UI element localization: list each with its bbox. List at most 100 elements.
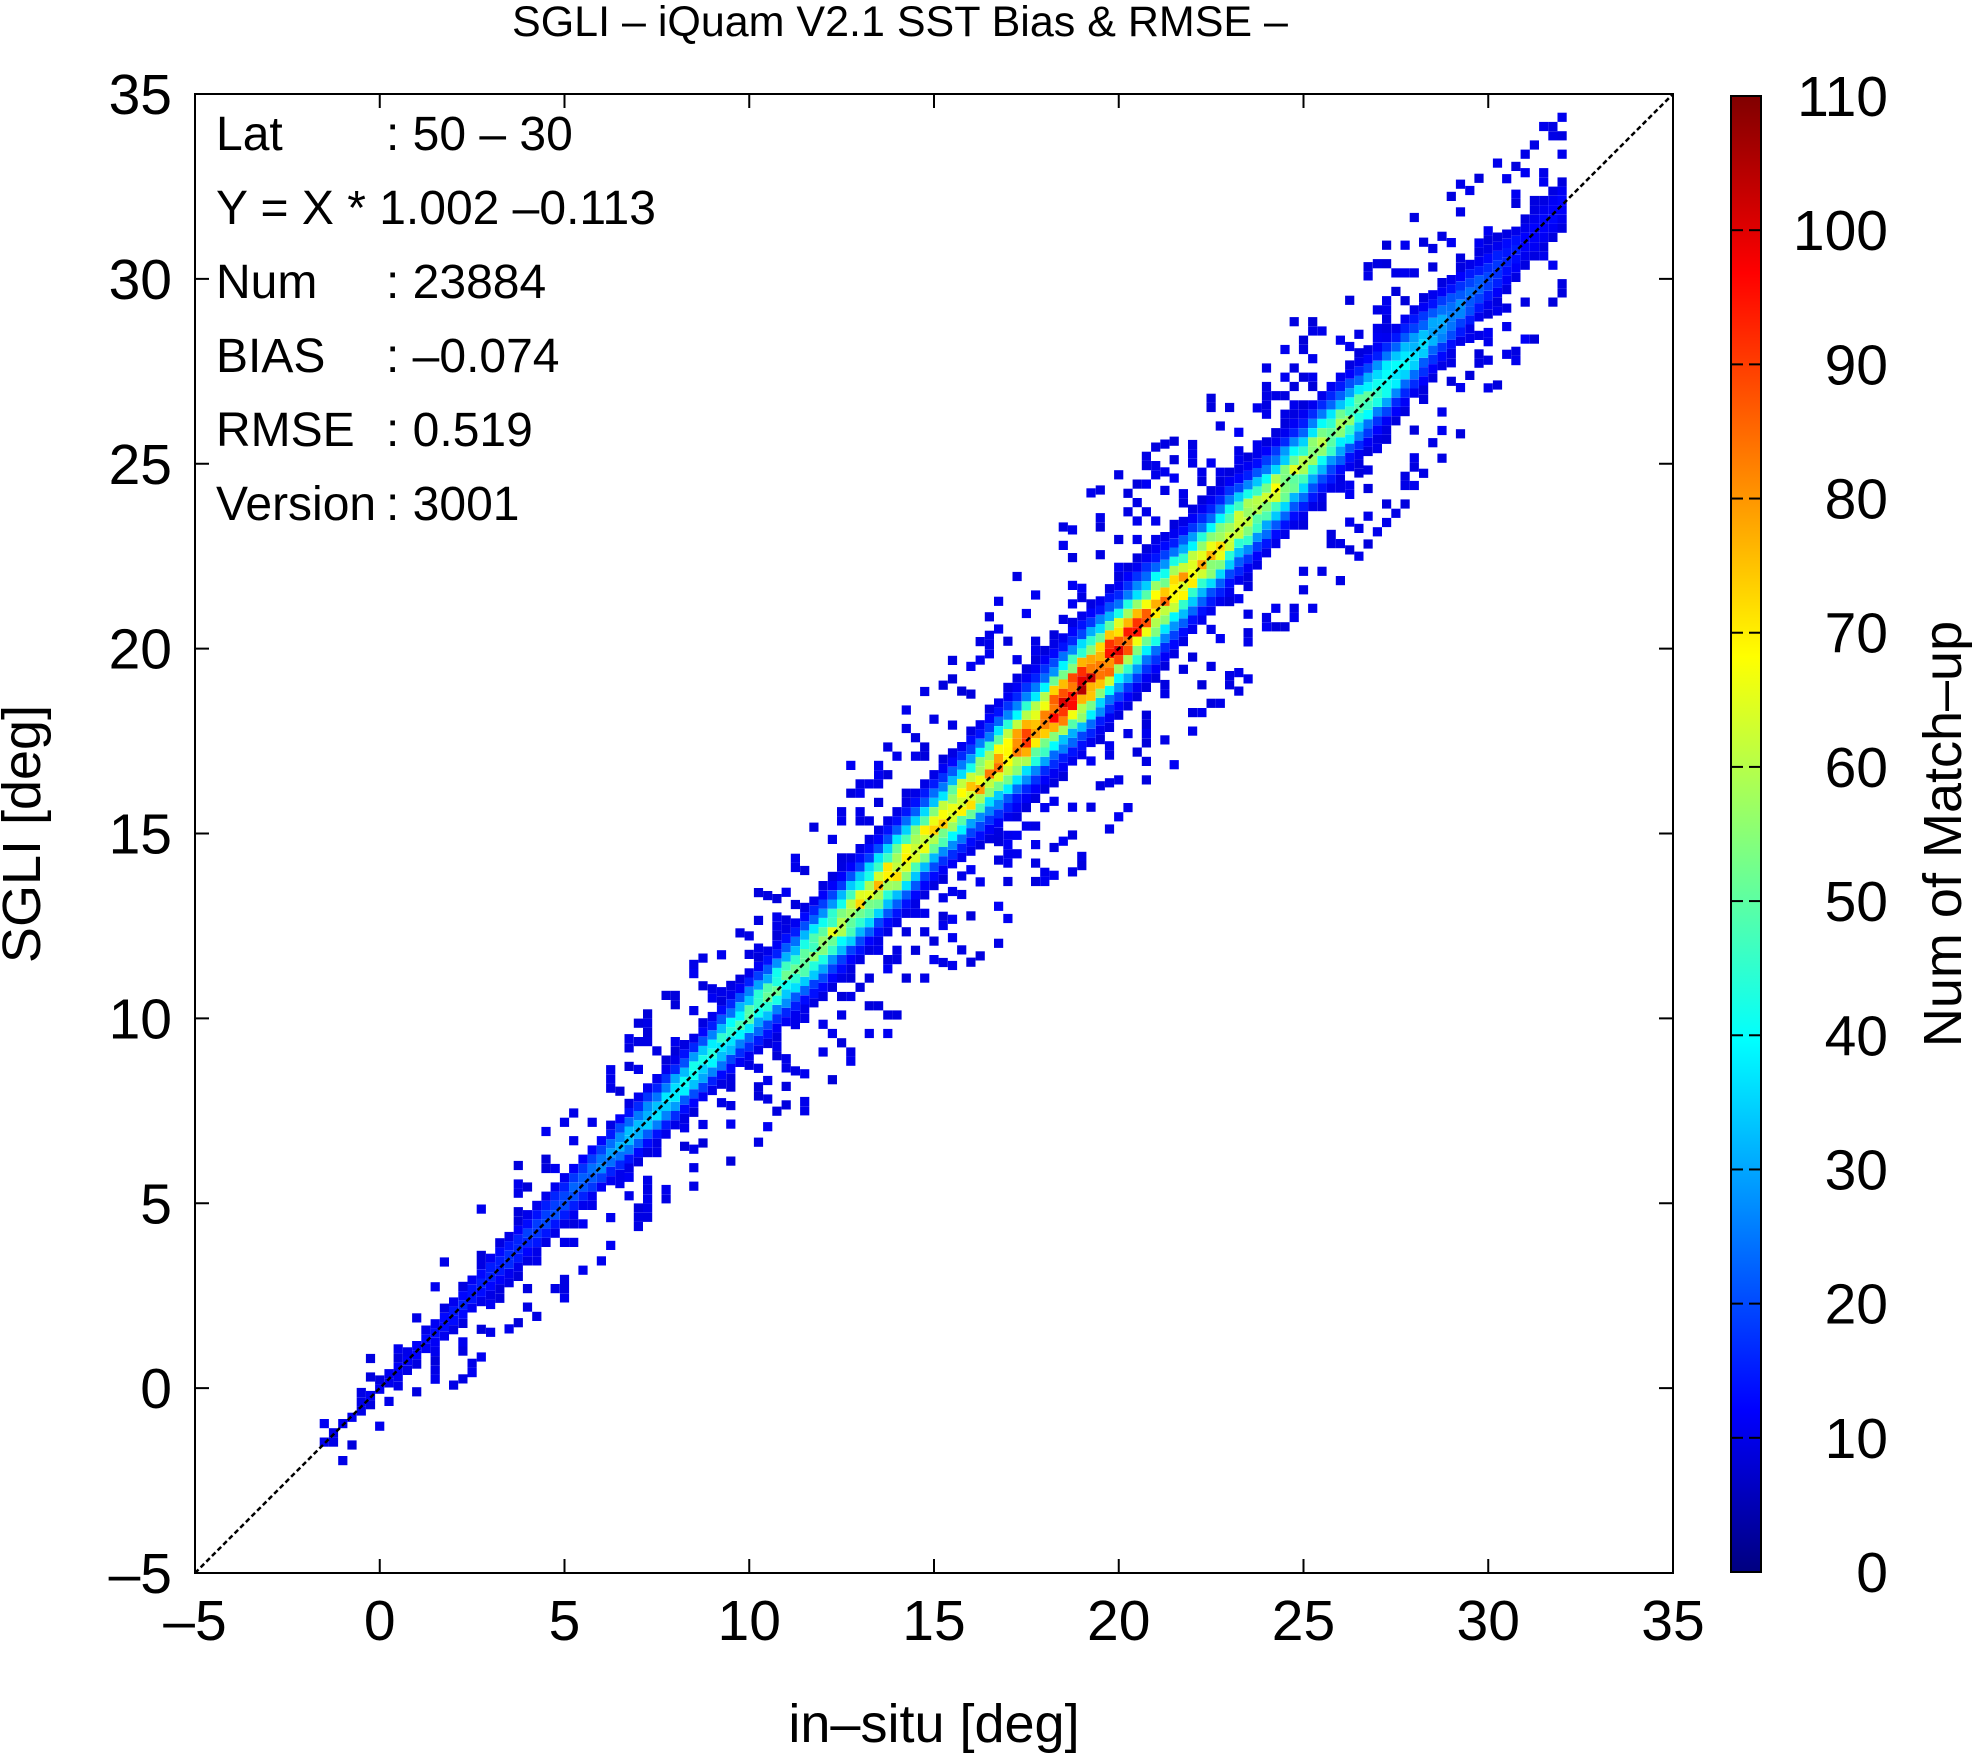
heatmap-cell xyxy=(1548,214,1558,224)
heatmap-cell xyxy=(661,1101,671,1111)
heatmap-cell xyxy=(716,1051,727,1061)
heatmap-cell xyxy=(1261,381,1272,392)
heatmap-cell xyxy=(1114,534,1124,545)
heatmap-cell xyxy=(569,1173,579,1183)
heatmap-cell xyxy=(680,1114,690,1124)
heatmap-cell xyxy=(1206,486,1216,496)
heatmap-cell xyxy=(975,831,985,841)
heatmap-cell xyxy=(809,942,819,952)
heatmap-cell xyxy=(1409,333,1419,343)
heatmap-cell xyxy=(1492,269,1503,279)
heatmap-cell xyxy=(781,943,791,953)
heatmap-cell xyxy=(1012,738,1022,748)
heatmap-cell xyxy=(532,1219,542,1229)
heatmap-cell xyxy=(1437,453,1447,463)
heatmap-cell xyxy=(1492,260,1503,270)
heatmap-cell xyxy=(864,1001,874,1011)
heatmap-cell xyxy=(596,1256,606,1266)
heatmap-cell xyxy=(1511,254,1521,264)
heatmap-cell xyxy=(1409,379,1419,389)
heatmap-cell xyxy=(1252,458,1262,468)
heatmap-cell xyxy=(1382,416,1392,426)
heatmap-cell xyxy=(1419,385,1429,395)
heatmap-cell xyxy=(1095,550,1105,560)
heatmap-cell xyxy=(1354,403,1364,413)
heatmap-cell xyxy=(1345,517,1355,527)
heatmap-cell xyxy=(1095,670,1105,680)
heatmap-cell xyxy=(661,1184,671,1195)
heatmap-cell xyxy=(1317,326,1327,336)
heatmap-cell xyxy=(661,1111,671,1121)
heatmap-cell xyxy=(606,1139,616,1149)
heatmap-cell xyxy=(1354,431,1364,441)
heatmap-cell xyxy=(1409,360,1419,370)
heatmap-cell xyxy=(1298,335,1309,345)
heatmap-cell xyxy=(1215,476,1225,487)
heatmap-cell xyxy=(1095,707,1105,717)
heatmap-cell xyxy=(1345,378,1355,389)
heatmap-cell xyxy=(1289,483,1299,493)
heatmap-cell xyxy=(818,964,828,974)
heatmap-cell xyxy=(1529,214,1539,224)
heatmap-cell xyxy=(837,908,847,918)
heatmap-cell xyxy=(1215,523,1225,533)
heatmap-cell xyxy=(1557,131,1567,141)
heatmap-cell xyxy=(1067,636,1078,646)
heatmap-cell xyxy=(1520,334,1530,344)
x-tick-label: 25 xyxy=(1272,1589,1335,1653)
heatmap-cell xyxy=(984,639,994,650)
heatmap-cell xyxy=(1206,624,1216,634)
heatmap-cell xyxy=(883,844,893,854)
heatmap-cell xyxy=(1077,676,1087,686)
heatmap-cell xyxy=(1095,716,1105,726)
heatmap-cell xyxy=(1391,286,1401,296)
heatmap-cell xyxy=(707,984,717,994)
heatmap-cell xyxy=(1437,351,1447,362)
heatmap-cell xyxy=(790,992,800,1002)
heatmap-cell xyxy=(994,744,1004,754)
heatmap-cell xyxy=(910,871,921,881)
colorbar-tick-label: 80 xyxy=(1825,468,1888,532)
heatmap-cell xyxy=(910,788,921,798)
heatmap-cell xyxy=(1363,419,1373,429)
heatmap-cell xyxy=(735,983,745,993)
heatmap-cell xyxy=(1382,499,1392,509)
heatmap-cell xyxy=(1234,464,1244,474)
heatmap-cell xyxy=(1215,587,1225,597)
heatmap-cell xyxy=(559,1200,570,1210)
heatmap-cell xyxy=(606,1213,616,1223)
heatmap-cell xyxy=(1308,317,1318,327)
heatmap-cell xyxy=(1280,502,1290,512)
heatmap-cell xyxy=(1104,584,1115,594)
heatmap-cell xyxy=(874,853,884,863)
heatmap-cell xyxy=(726,1036,736,1046)
heatmap-cell xyxy=(744,977,754,987)
heatmap-cell xyxy=(1372,259,1382,269)
heatmap-cell xyxy=(421,1325,431,1335)
heatmap-cell xyxy=(1160,587,1170,597)
heatmap-cell xyxy=(430,1282,440,1292)
heatmap-cell xyxy=(864,862,874,872)
heatmap-cell xyxy=(1391,388,1401,398)
heatmap-cell xyxy=(855,908,865,918)
heatmap-cell xyxy=(1058,725,1068,735)
heatmap-cell xyxy=(1234,575,1244,585)
heatmap-cell xyxy=(1465,306,1475,316)
heatmap-cell xyxy=(1058,633,1068,643)
heatmap-cell xyxy=(1003,738,1013,748)
y-tick-label: 15 xyxy=(109,803,172,867)
heatmap-cell xyxy=(1188,541,1198,551)
heatmap-cell xyxy=(1465,324,1475,334)
heatmap-cell xyxy=(837,1038,847,1048)
heatmap-cell xyxy=(1326,437,1336,447)
heatmap-cell xyxy=(753,1082,764,1092)
heatmap-cell xyxy=(1428,299,1438,309)
heatmap-cell xyxy=(827,1028,837,1039)
heatmap-cell xyxy=(1031,747,1041,757)
heatmap-cell xyxy=(846,899,856,909)
heatmap-cell xyxy=(1114,812,1124,822)
heatmap-cell xyxy=(1400,471,1410,481)
heatmap-cell xyxy=(1234,483,1244,493)
heatmap-cell xyxy=(1021,738,1031,748)
heatmap-cell xyxy=(338,1456,348,1466)
